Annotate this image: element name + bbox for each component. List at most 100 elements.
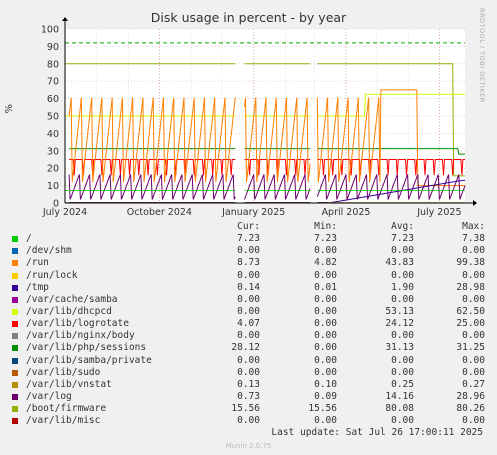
legend-row: /var/lib/nginx/body 0.00 0.00 0.00 0.00	[12, 330, 492, 342]
legend-avg: 53.13	[385, 305, 414, 317]
y-tick-label: 50	[47, 112, 59, 123]
y-tick-label: 90	[47, 42, 59, 53]
chart-title: Disk usage in percent - by year	[150, 10, 347, 25]
series-line-run	[68, 97, 236, 183]
legend-cur: 8.73	[237, 257, 260, 269]
legend-max: 0.27	[462, 378, 485, 390]
legend-name: /var/lib/samba/private	[26, 354, 152, 366]
legend-swatch	[12, 284, 18, 291]
x-tick-label: July 2025	[416, 207, 461, 218]
legend-swatch	[12, 345, 18, 352]
legend-max: 99.38	[456, 257, 485, 269]
legend-row: /var/lib/misc 0.00 0.00 0.00 0.00	[12, 415, 492, 427]
legend-max: 28.98	[456, 281, 485, 293]
series-line-run	[316, 89, 465, 187]
legend-avg: 43.83	[385, 257, 414, 269]
series-line-var-lib-dhcpcd	[317, 93, 465, 117]
series-line-var-lib-logrotate	[317, 159, 465, 176]
legend-swatch	[12, 321, 18, 328]
legend-row: /run/lock 0.00 0.00 0.00 0.00	[12, 270, 492, 282]
legend-cur: 7.23	[237, 233, 260, 245]
legend-min: 0.00	[314, 415, 337, 427]
legend-avg: 80.08	[385, 403, 414, 415]
legend-cur: 28.12	[231, 342, 260, 354]
legend-cur: 0.73	[237, 390, 260, 402]
legend-name: /var/lib/vnstat	[26, 378, 112, 390]
legend-swatch	[12, 418, 18, 425]
y-tick-label: 20	[47, 164, 59, 175]
legend-avg: 0.25	[391, 378, 414, 390]
legend-max: 0.00	[462, 354, 485, 366]
min-header: Min:	[314, 221, 337, 232]
y-tick-label: 60	[47, 94, 59, 105]
legend-avg: 1.90	[391, 281, 414, 293]
legend-row: /var/lib/dhcpcd 0.00 0.00 53.13 62.50	[12, 306, 492, 318]
y-tick-label: 80	[47, 59, 59, 70]
max-header: Max:	[462, 221, 485, 232]
x-tick-label: July 2024	[42, 207, 87, 218]
x-tick-label: October 2024	[127, 207, 192, 218]
legend-max: 7.38	[462, 233, 485, 245]
legend-max: 31.25	[456, 342, 485, 354]
legend-min: 0.00	[314, 245, 337, 257]
legend-row: /var/lib/sudo 0.00 0.00 0.00 0.00	[12, 367, 492, 379]
legend-min: 0.00	[314, 269, 337, 281]
legend-min: 0.00	[314, 366, 337, 378]
legend-min: 0.09	[314, 390, 337, 402]
legend-swatch	[12, 357, 18, 364]
legend-cur: 0.00	[237, 269, 260, 281]
legend-name: /run	[26, 257, 49, 269]
legend-row: /var/lib/php/sessions 28.12 0.00 31.13 31.25	[12, 342, 492, 354]
legend-cur: 0.00	[237, 305, 260, 317]
legend-max: 80.26	[456, 403, 485, 415]
legend-row: /var/lib/vnstat 0.13 0.10 0.25 0.27	[12, 379, 492, 391]
legend-avg: 0.00	[391, 245, 414, 257]
legend-avg: 0.00	[391, 269, 414, 281]
legend-min: 4.82	[314, 257, 337, 269]
legend-avg: 0.00	[391, 366, 414, 378]
legend-rows: /7.23 7.23 7.23 7.38/dev/shm 0.00 0.00 0.00 0.0…	[12, 233, 492, 427]
legend-max: 62.50	[456, 305, 485, 317]
legend-name: /dev/shm	[26, 245, 72, 257]
legend-cur: 0.00	[237, 366, 260, 378]
legend-max: 0.00	[462, 366, 485, 378]
legend-max: 0.00	[462, 415, 485, 427]
legend-cur: 0.00	[237, 330, 260, 342]
legend-swatch	[12, 272, 18, 279]
legend-avg: 0.00	[391, 330, 414, 342]
legend-swatch	[12, 381, 18, 388]
legend-cur: 0.00	[237, 415, 260, 427]
legend-name: /	[26, 233, 32, 245]
legend-name: /var/lib/dhcpcd	[26, 305, 112, 317]
series-line-tmp	[317, 179, 465, 204]
legend-avg: 31.13	[385, 342, 414, 354]
legend-cur: 4.07	[237, 318, 260, 330]
legend-min: 0.00	[314, 330, 337, 342]
legend-swatch	[12, 236, 18, 243]
legend-swatch	[12, 260, 18, 267]
legend-avg: 0.00	[391, 293, 414, 305]
legend-name: /boot/firmware	[26, 403, 107, 415]
chart-area: 0 10 20 30 40 50 60 70 80 90 100 July 2024 October 2…	[41, 17, 477, 218]
legend-row: /var/lib/samba/private 0.00 0.00 0.00 0.00	[12, 355, 492, 367]
rrdtool-credit: RRDTOOL / TOBI OETIKER	[478, 8, 486, 103]
x-tick-label: January 2025	[221, 207, 285, 218]
legend-min: 0.00	[314, 305, 337, 317]
y-tick-label: 0	[53, 199, 59, 210]
y-tick-label: 10	[47, 181, 59, 192]
legend-row: /boot/firmware 15.56 15.56 80.08 80.26	[12, 403, 492, 415]
legend-max: 28.96	[456, 390, 485, 402]
legend-name: /var/log	[26, 390, 72, 402]
y-axis-arrow	[62, 17, 68, 21]
legend-name: /tmp	[26, 281, 49, 293]
legend-cur: 0.13	[237, 378, 260, 390]
cur-header: Cur:	[237, 221, 260, 232]
legend-row: /run 8.73 4.82 43.83 99.38	[12, 257, 492, 269]
y-tick-label: 100	[41, 25, 59, 36]
legend-avg: 24.12	[385, 318, 414, 330]
legend-swatch	[12, 369, 18, 376]
legend-min: 0.00	[314, 354, 337, 366]
legend-min: 0.01	[314, 281, 337, 293]
munin-version: Munin 2.0.75	[225, 442, 272, 450]
legend-name: /var/cache/samba	[26, 293, 118, 305]
